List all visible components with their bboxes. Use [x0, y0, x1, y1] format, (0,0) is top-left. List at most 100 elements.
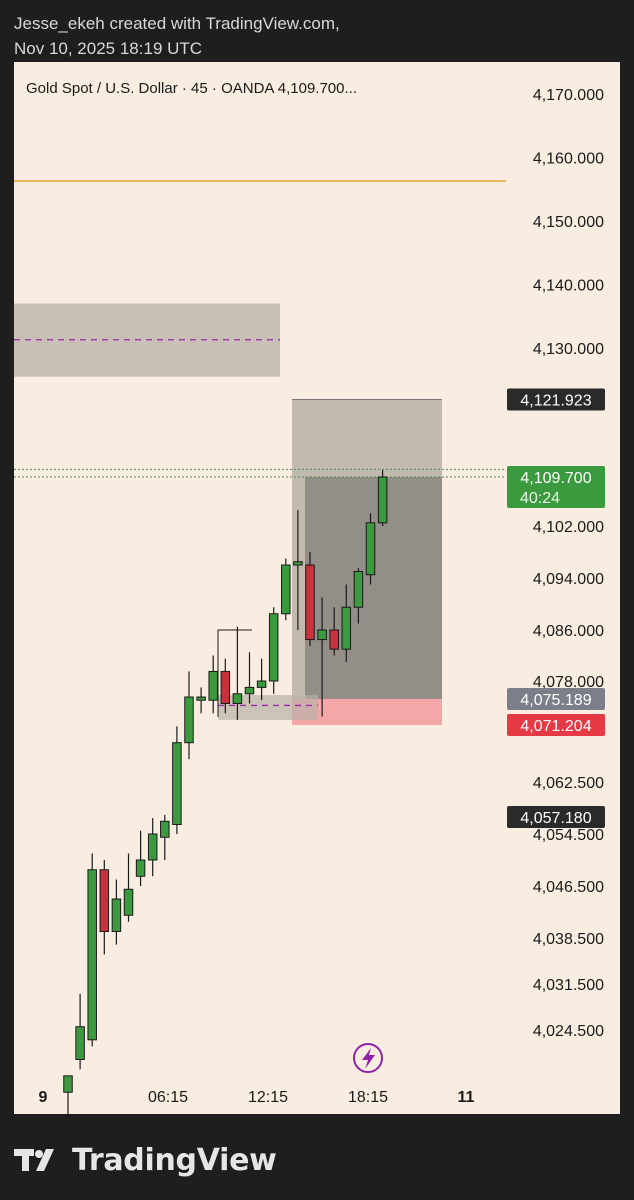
price-label: 4,075.189	[507, 688, 605, 710]
candle-body	[377, 476, 388, 524]
candle-body	[99, 869, 110, 932]
price-label-text: 4,071.204	[520, 718, 591, 735]
candle	[244, 652, 255, 704]
y-tick-label: 4,130.000	[533, 341, 604, 358]
candle-body	[135, 859, 146, 877]
candle-body	[244, 686, 255, 695]
chart-author-line: Jesse_ekeh created with TradingView.com,	[14, 14, 340, 33]
candle-body	[232, 693, 243, 704]
footer-brand: TradingView	[72, 1142, 277, 1178]
y-tick-label: 4,062.500	[533, 775, 604, 792]
candle-body	[293, 561, 303, 566]
candle	[329, 607, 339, 656]
candle	[196, 687, 206, 714]
y-tick-label: 4,024.500	[533, 1023, 604, 1040]
y-tick-label: 4,038.500	[533, 931, 604, 948]
y-tick-label: 4,054.500	[533, 827, 604, 844]
candle-body	[75, 1026, 85, 1060]
chart-canvas[interactable]: 4,170.000 4,160.000 4,150.000 4,140.000 4,13…	[14, 62, 620, 1114]
x-tick-label: 06:15	[148, 1089, 188, 1106]
candle-body	[160, 820, 170, 838]
candle	[293, 510, 303, 630]
price-label-bg	[507, 688, 605, 710]
candle	[87, 853, 97, 1047]
candle	[75, 993, 85, 1070]
candle	[147, 818, 158, 877]
candle	[365, 513, 376, 585]
candle	[268, 607, 279, 694]
x-tick-label: 11	[458, 1089, 475, 1106]
candle-body	[365, 522, 376, 576]
price-label: 4,071.204	[507, 714, 605, 736]
price-label-text: 4,057.180	[520, 810, 591, 827]
position-progress-zone	[305, 477, 442, 699]
candle-body	[111, 898, 122, 932]
price-label-text: 4,109.700	[520, 470, 591, 487]
candle	[172, 726, 182, 834]
candle-body	[196, 696, 206, 701]
price-label-bg	[507, 806, 605, 828]
y-tick-label: 4,160.000	[533, 151, 604, 168]
price-label-text: 4,121.923	[520, 393, 591, 410]
candle-body	[281, 564, 291, 615]
footer: TradingView	[14, 1138, 277, 1182]
chart-area[interactable]: 4,170.000 4,160.000 4,150.000 4,140.000 4,13…	[14, 62, 620, 1114]
price-label-bg	[507, 466, 605, 508]
candle-body	[123, 888, 134, 916]
candle-body	[256, 680, 267, 688]
candle-body	[172, 742, 182, 825]
candle-body	[220, 670, 231, 704]
candle	[317, 597, 327, 717]
chart-timestamp: Nov 10, 2025 18:19 UTC	[14, 39, 203, 58]
price-label: 4,057.180	[507, 806, 605, 828]
y-tick-label: 4,150.000	[533, 214, 604, 231]
y-tick-label: 4,078.000	[533, 674, 604, 691]
candle	[305, 552, 315, 646]
candle	[99, 860, 110, 955]
candle-body	[87, 869, 97, 1041]
price-label: 4,109.700 40:24	[507, 466, 605, 508]
candle-body	[184, 696, 194, 744]
candle	[256, 658, 267, 701]
y-tick-label: 4,140.000	[533, 278, 604, 295]
y-tick-label: 4,170.000	[533, 87, 604, 104]
candle	[123, 853, 134, 922]
price-label-text: 4,075.189	[520, 692, 591, 709]
candle-body	[63, 1075, 73, 1093]
candle-body	[305, 564, 315, 641]
y-tick-label: 4,046.500	[533, 879, 604, 896]
candle	[232, 626, 243, 720]
x-tick-label: 18:15	[348, 1089, 388, 1106]
candle	[377, 470, 388, 526]
price-label: 4,121.923	[507, 388, 605, 411]
chart-title: Gold Spot / U.S. Dollar · 45 · OANDA 4,1…	[26, 80, 357, 97]
candle	[281, 558, 291, 621]
candle	[220, 658, 231, 714]
candle-body	[147, 833, 158, 861]
candle-body	[353, 571, 364, 608]
y-tick-label: 4,094.000	[533, 571, 604, 588]
countdown-text: 40:24	[520, 490, 560, 507]
candle	[160, 814, 170, 860]
y-tick-label: 4,031.500	[533, 977, 604, 994]
candle	[63, 1075, 73, 1114]
candle-body	[341, 606, 352, 650]
candle	[135, 830, 146, 886]
candle	[111, 879, 122, 945]
y-tick-label: 4,102.000	[533, 519, 604, 536]
candle	[353, 568, 364, 624]
candle	[208, 655, 218, 714]
x-tick-label: 9	[39, 1089, 48, 1106]
candle-body	[268, 613, 279, 682]
candle	[341, 584, 352, 662]
candle-body	[329, 629, 339, 650]
price-label-bg	[507, 714, 605, 736]
y-tick-label: 4,086.000	[533, 623, 604, 640]
lightning-icon[interactable]	[353, 1043, 383, 1073]
candle-body	[208, 670, 218, 701]
candle	[184, 671, 194, 760]
tradingview-logo-icon	[14, 1149, 54, 1171]
candle-body	[317, 629, 327, 641]
bracket-line	[217, 629, 252, 717]
x-tick-label: 12:15	[248, 1089, 288, 1106]
